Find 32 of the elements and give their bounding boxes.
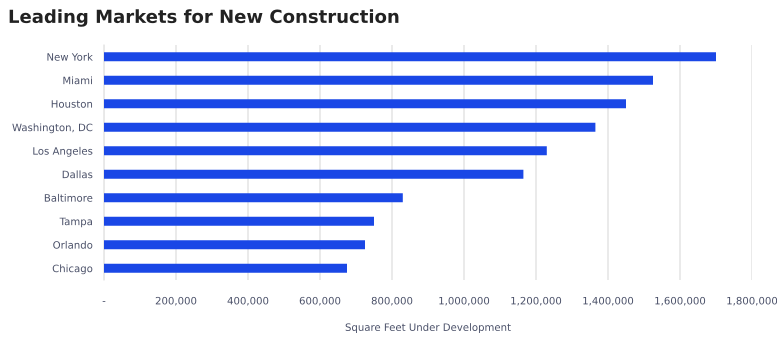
- bar: [104, 216, 374, 226]
- x-tick-label: 1,800,000: [727, 296, 777, 306]
- x-tick-label: 600,000: [300, 296, 340, 306]
- chart-title: Leading Markets for New Construction: [10, 9, 398, 27]
- y-tick-label: Tampa: [60, 218, 92, 228]
- bar: [104, 170, 524, 179]
- bar: [104, 99, 626, 108]
- x-tick-label: 800,000: [372, 296, 412, 306]
- y-tick-label: Orlando: [53, 240, 92, 249]
- x-tick-label: 400,000: [228, 296, 268, 306]
- bar: [104, 52, 716, 62]
- x-tick-label: 200,000: [156, 296, 196, 306]
- y-tick-label: Chicago: [52, 264, 92, 274]
- y-tick-label: Baltimore: [44, 194, 92, 202]
- x-tick-label: 1,200,000: [511, 296, 562, 306]
- bar: [104, 240, 365, 250]
- bar: [104, 193, 403, 202]
- x-tick-label: -: [102, 301, 106, 302]
- y-tick-label: New York: [47, 52, 93, 61]
- bar: [104, 264, 347, 273]
- y-tick-label: Los Angeles: [33, 146, 92, 157]
- bar: [104, 146, 547, 156]
- y-tick-label: Washington, DC: [12, 123, 92, 134]
- x-tick-label: 1,600,000: [655, 296, 706, 306]
- x-axis-title: Square Feet Under Development: [346, 323, 511, 333]
- x-tick-label: 1,400,000: [583, 296, 634, 306]
- y-tick-label: Houston: [52, 100, 92, 108]
- bar: [104, 76, 653, 85]
- bar: [104, 122, 596, 132]
- y-tick-label: Dallas: [62, 170, 92, 178]
- x-tick-label: 1,000,000: [439, 296, 490, 306]
- y-tick-label: Miami: [63, 76, 92, 84]
